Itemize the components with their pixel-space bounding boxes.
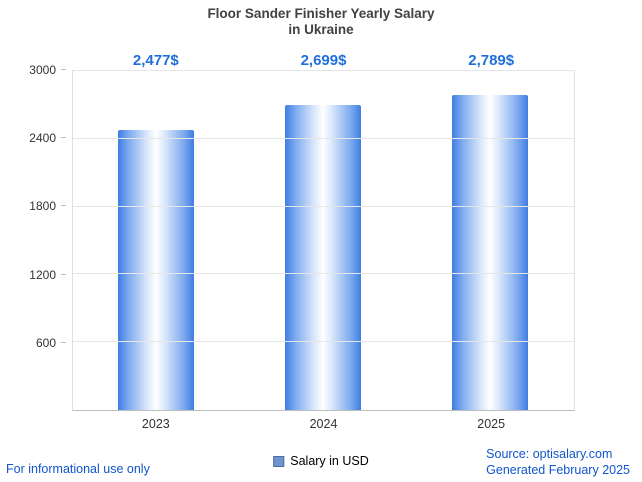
y-tick-mark — [61, 69, 66, 70]
y-tick-label: 1200 — [29, 267, 56, 282]
x-axis-labels: 2023 2024 2025 — [72, 417, 575, 433]
generated-date: Generated February 2025 — [486, 463, 630, 477]
informational-note: For informational use only — [6, 462, 150, 476]
y-axis: 600 1200 1800 2400 3000 — [0, 63, 66, 411]
bar-2024 — [285, 105, 362, 410]
bar-value-label: 2,477$ — [132, 52, 179, 69]
y-tick-mark — [61, 137, 66, 139]
bar-value-labels: 2,477$ 2,699$ 2,789$ — [72, 52, 575, 72]
gridline — [73, 70, 574, 71]
bar-2025 — [452, 94, 529, 410]
legend-label: Salary in USD — [290, 454, 369, 468]
x-tick-label: 2025 — [477, 417, 506, 431]
source-link[interactable]: Source: optisalary.com — [486, 447, 613, 461]
chart-title: Floor Sander Finisher Yearly Salary in U… — [0, 6, 642, 38]
y-tick-mark — [61, 273, 66, 275]
chart-title-line1: Floor Sander Finisher Yearly Salary — [207, 6, 435, 21]
x-tick-label: 2023 — [141, 417, 170, 431]
y-tick-label: 3000 — [29, 63, 56, 77]
y-tick-mark — [61, 205, 66, 207]
gridline — [73, 341, 574, 343]
y-tick-label: 2400 — [29, 131, 56, 146]
chart-title-line2: in Ukraine — [288, 22, 354, 37]
legend-item-salary-usd[interactable]: Salary in USD — [273, 454, 369, 468]
y-tick-label: 1800 — [29, 199, 56, 214]
x-tick-label: 2024 — [309, 417, 338, 431]
gridline — [73, 137, 574, 139]
bar-column-2025 — [407, 71, 574, 410]
source-block: Source: optisalary.com Generated Februar… — [486, 446, 630, 478]
y-tick-label: 600 — [35, 335, 56, 350]
bar-column-2023 — [73, 71, 240, 410]
bar-value-label: 2,699$ — [300, 52, 347, 69]
gridline — [73, 273, 574, 275]
gridline — [73, 205, 574, 207]
bar-2023 — [118, 130, 195, 410]
bar-column-2024 — [240, 71, 407, 410]
y-tick-mark — [61, 341, 66, 343]
legend-swatch-icon — [273, 455, 285, 467]
bar-value-label: 2,789$ — [468, 52, 515, 69]
plot-area — [72, 70, 575, 411]
